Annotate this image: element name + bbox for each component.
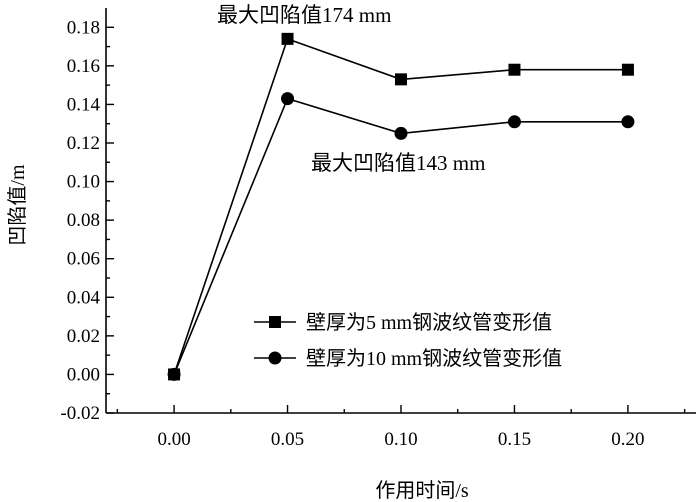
y-axis-label: 凹陷值/m (6, 164, 29, 246)
x-tick-label: 0.15 (498, 429, 531, 450)
x-tick-label: 0.05 (271, 429, 304, 450)
legend: 壁厚为5 mm钢波纹管变形值 壁厚为10 mm钢波纹管变形值 (254, 311, 562, 370)
x-tick-label: 0.20 (611, 429, 644, 450)
x-axis-label: 作用时间/s (375, 479, 469, 502)
data-point-square (621, 63, 634, 76)
data-point-circle (281, 92, 295, 106)
data-point-square (508, 63, 521, 76)
y-tick-label: 0.12 (67, 133, 100, 154)
x-ticks: 0.00 0.05 0.10 0.15 0.20 (116, 405, 686, 450)
series-group (167, 32, 635, 381)
data-point-square (281, 32, 294, 45)
y-tick-label: 0.06 (67, 249, 100, 270)
y-tick-label: -0.02 (60, 403, 100, 424)
legend-marker-circle (268, 351, 282, 365)
y-tick-label: 0.10 (67, 172, 100, 193)
annotation-max-174: 最大凹陷值174 mm (217, 3, 391, 27)
data-point-circle (167, 367, 181, 381)
y-tick-label: 0.02 (67, 326, 100, 347)
data-point-circle (394, 126, 408, 140)
y-tick-label: 0.14 (67, 94, 101, 115)
legend-label-series-1: 壁厚为5 mm钢波纹管变形值 (306, 311, 552, 334)
y-tick-label: 0.04 (67, 287, 101, 308)
legend-marker-square (269, 316, 281, 328)
x-tick-label: 0.00 (157, 429, 190, 450)
y-ticks: -0.02 0.00 0.02 0.04 0.06 0.08 0.10 0.12 0.14 0.1… (60, 17, 114, 424)
y-tick-label: 0.18 (67, 17, 100, 38)
y-tick-label: 0.08 (67, 210, 100, 231)
y-tick-label: 0.16 (67, 56, 100, 77)
data-point-circle (621, 115, 635, 129)
y-tick-label: 0.00 (67, 364, 100, 385)
data-point-square (395, 73, 407, 86)
annotation-max-143: 最大凹陷值143 mm (311, 151, 485, 175)
x-tick-label: 0.10 (384, 429, 417, 450)
data-point-circle (507, 115, 521, 129)
legend-label-series-2: 壁厚为10 mm钢波纹管变形值 (306, 347, 562, 370)
